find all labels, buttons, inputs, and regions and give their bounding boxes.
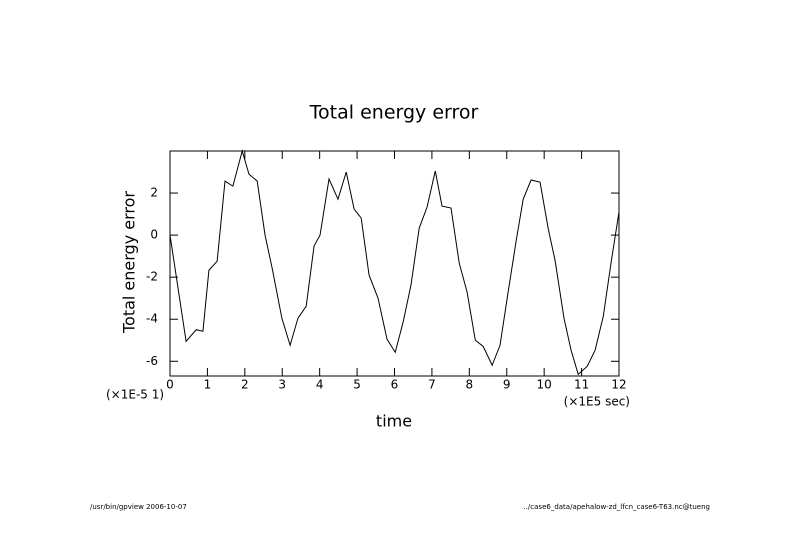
y-tick-label: -6 — [146, 354, 158, 368]
x-axis-label: time — [376, 412, 412, 431]
y-tick-label: -2 — [146, 270, 158, 284]
x-tick-label: 11 — [574, 378, 589, 392]
y-tick-label: 2 — [150, 186, 158, 200]
x-tick-label: 0 — [166, 378, 174, 392]
y-axis-label: Total energy error — [120, 191, 139, 334]
footer-left: /usr/bin/gpview 2006-10-07 — [90, 503, 187, 511]
x-tick-label: 8 — [466, 378, 474, 392]
x-tick-label: 2 — [241, 378, 249, 392]
x-tick-label: 5 — [353, 378, 361, 392]
data-line — [169, 149, 620, 376]
y-scale-note: (×1E-5 1) — [106, 388, 164, 402]
y-tick-label: -4 — [146, 312, 158, 326]
x-unit-note: (×1E5 sec) — [564, 395, 630, 409]
footer-right: ../case6_data/apehalow-zd_lfcn_case6-T63… — [523, 503, 710, 511]
x-tick-label: 1 — [204, 378, 212, 392]
x-tick-label: 9 — [503, 378, 511, 392]
chart-title: Total energy error — [309, 102, 479, 124]
x-tick-label: 3 — [278, 378, 286, 392]
x-tick-label: 7 — [428, 378, 436, 392]
x-tick-label: 6 — [391, 378, 399, 392]
x-tick-label: 10 — [537, 378, 552, 392]
y-tick-label: 0 — [150, 228, 158, 242]
x-tick-label: 12 — [611, 378, 626, 392]
plot-frame — [169, 150, 620, 377]
x-tick-label: 4 — [316, 378, 324, 392]
